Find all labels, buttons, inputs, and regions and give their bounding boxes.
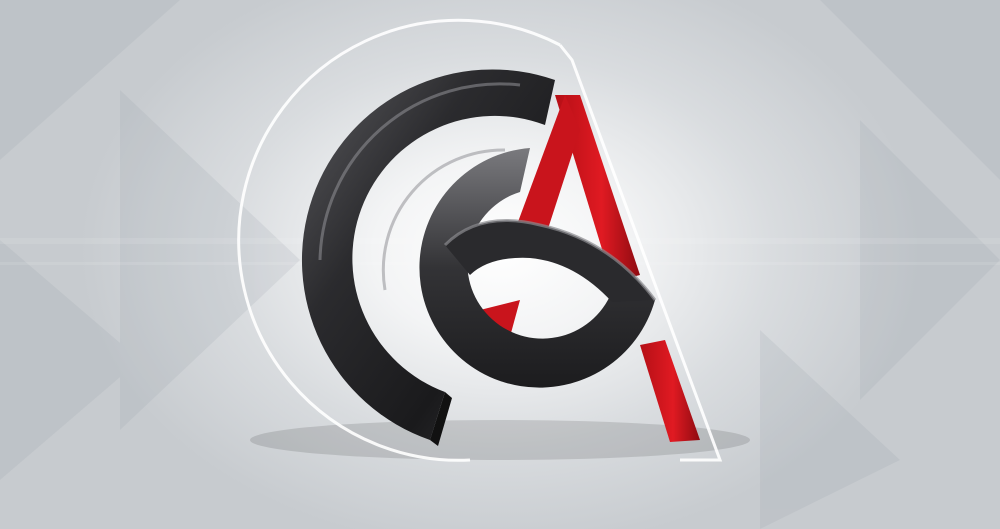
outer-ring-highlight: [318, 82, 521, 261]
outer-c-ring: [301, 69, 555, 441]
a-right-lower-leg: [640, 340, 700, 442]
bg-shard: [860, 120, 1000, 400]
outline-a-stroke: [558, 44, 723, 462]
a-right-upper-leg: [555, 95, 640, 282]
bg-shard: [760, 330, 900, 529]
bg-shard: [120, 90, 300, 430]
bg-band: [0, 262, 1000, 265]
g-crossbar-highlight: [443, 219, 657, 301]
outer-c-ring-end: [430, 392, 452, 446]
inner-g-ring: [419, 148, 655, 388]
bg-shard: [820, 0, 1000, 180]
a-left-upper-leg: [515, 95, 580, 238]
bg-shard: [0, 240, 140, 480]
inner-ring-highlight: [381, 148, 506, 291]
bg-shard: [0, 0, 180, 160]
g-crossbar: [445, 220, 655, 302]
floor-shadow: [250, 420, 750, 460]
outer-outline-arc: [237, 18, 561, 462]
